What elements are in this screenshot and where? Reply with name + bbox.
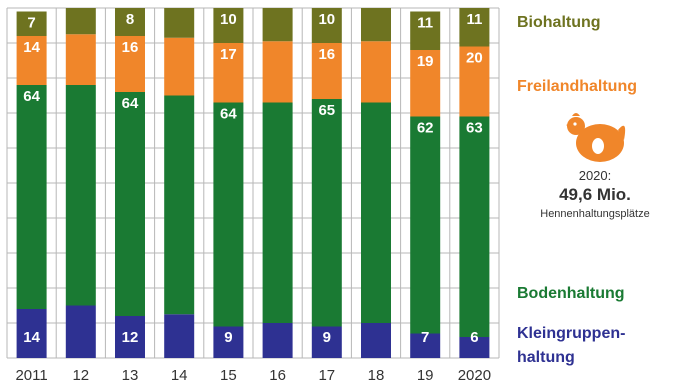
data-label: 14 xyxy=(23,329,40,346)
bar-segment xyxy=(410,333,441,358)
data-label: 62 xyxy=(417,120,434,137)
x-tick-label: 12 xyxy=(72,367,89,384)
data-label: 14 xyxy=(23,39,40,56)
bar-segment xyxy=(361,41,391,103)
bar-segment xyxy=(164,314,195,358)
data-label: 64 xyxy=(23,88,40,105)
data-label: 64 xyxy=(122,95,139,112)
bar-segment xyxy=(410,116,441,334)
x-tick-label: 2020 xyxy=(458,367,491,384)
bar-segment xyxy=(311,99,342,327)
data-label: 17 xyxy=(220,46,237,63)
x-tick-label: 19 xyxy=(417,367,434,384)
bar-segment xyxy=(213,102,244,327)
x-tick-label: 15 xyxy=(220,367,237,384)
data-label: 11 xyxy=(466,11,482,28)
x-tick-label: 18 xyxy=(368,367,385,384)
legend-kleingruppen-line1: Kleingruppen- xyxy=(517,325,626,342)
data-label: 16 xyxy=(318,46,335,63)
x-tick-label: 13 xyxy=(122,367,139,384)
bar-segment xyxy=(65,85,96,306)
bar-segment xyxy=(16,11,47,36)
data-label: 7 xyxy=(421,329,429,346)
bar-segment xyxy=(213,43,244,103)
data-label: 9 xyxy=(224,329,232,346)
bar-segment xyxy=(164,37,195,96)
x-tick-label: 2011 xyxy=(15,367,47,384)
info-value: 49,6 Mio. xyxy=(559,185,631,204)
bar-segment xyxy=(410,11,441,50)
bars xyxy=(16,8,490,358)
info-year: 2020: xyxy=(578,168,612,183)
data-label: 65 xyxy=(318,102,335,119)
bar-segment xyxy=(16,309,47,358)
data-label: 10 xyxy=(220,11,237,28)
bar-segment xyxy=(115,316,145,358)
data-label: 9 xyxy=(323,329,331,346)
bar-segment xyxy=(459,116,490,337)
data-label: 7 xyxy=(27,15,35,32)
bar-segment xyxy=(213,326,244,358)
bar-segment xyxy=(16,85,47,309)
data-labels: 14 64 14 7 12 64 16 8 9 64 17 10 9 65 16 10 7 62 19 11 6 63 20… xyxy=(23,11,482,346)
data-label: 19 xyxy=(417,53,434,70)
bar-segment xyxy=(311,43,342,99)
bar-segment xyxy=(65,34,96,85)
info-description: Hennenhaltungsplätze xyxy=(540,208,650,220)
info-box: 2020: 49,6 Mio. Hennenhaltungsplätze xyxy=(520,110,670,220)
bar-segment xyxy=(361,102,391,323)
bar-segment xyxy=(65,305,96,358)
bar-segment xyxy=(262,102,293,323)
bar-segment xyxy=(213,8,244,43)
x-tick-label: 17 xyxy=(318,367,335,384)
bar-segment xyxy=(410,50,441,117)
data-label: 10 xyxy=(318,11,335,28)
bar-segment xyxy=(311,326,342,358)
bar-segment xyxy=(311,8,342,43)
x-tick-label: 16 xyxy=(269,367,286,384)
bar-segment xyxy=(262,323,293,358)
bar-segment xyxy=(459,337,490,358)
data-label: 11 xyxy=(417,15,433,32)
bar-segment xyxy=(262,41,293,103)
x-axis-ticks: 2011 12 13 14 15 16 17 18 19 2020 xyxy=(15,367,491,384)
hen-icon xyxy=(566,113,626,162)
data-label: 20 xyxy=(466,50,483,67)
bar-segment xyxy=(164,95,195,315)
bar-segment xyxy=(164,8,195,38)
bar-segment xyxy=(361,323,391,358)
bar-segment xyxy=(115,92,145,316)
bar-segment xyxy=(459,46,490,117)
bar-segment xyxy=(115,8,145,36)
data-label: 6 xyxy=(470,329,478,346)
legend-bodenhaltung: Bodenhaltung xyxy=(517,285,625,302)
data-label: 12 xyxy=(122,329,139,346)
data-label: 63 xyxy=(466,120,483,137)
bar-segment xyxy=(16,36,47,85)
data-label: 16 xyxy=(122,39,139,56)
bar-segment xyxy=(262,8,293,42)
bar-segment xyxy=(361,8,391,42)
legend-biohaltung: Biohaltung xyxy=(517,14,601,31)
bar-segment xyxy=(65,8,96,35)
bar-segment xyxy=(115,36,145,92)
legend-kleingruppen-line2: haltung xyxy=(517,349,575,366)
x-tick-label: 14 xyxy=(171,367,188,384)
data-label: 8 xyxy=(126,11,134,28)
data-label: 64 xyxy=(220,106,237,123)
legend-freilandhaltung: Freilandhaltung xyxy=(517,78,637,95)
bar-segment xyxy=(459,8,490,47)
